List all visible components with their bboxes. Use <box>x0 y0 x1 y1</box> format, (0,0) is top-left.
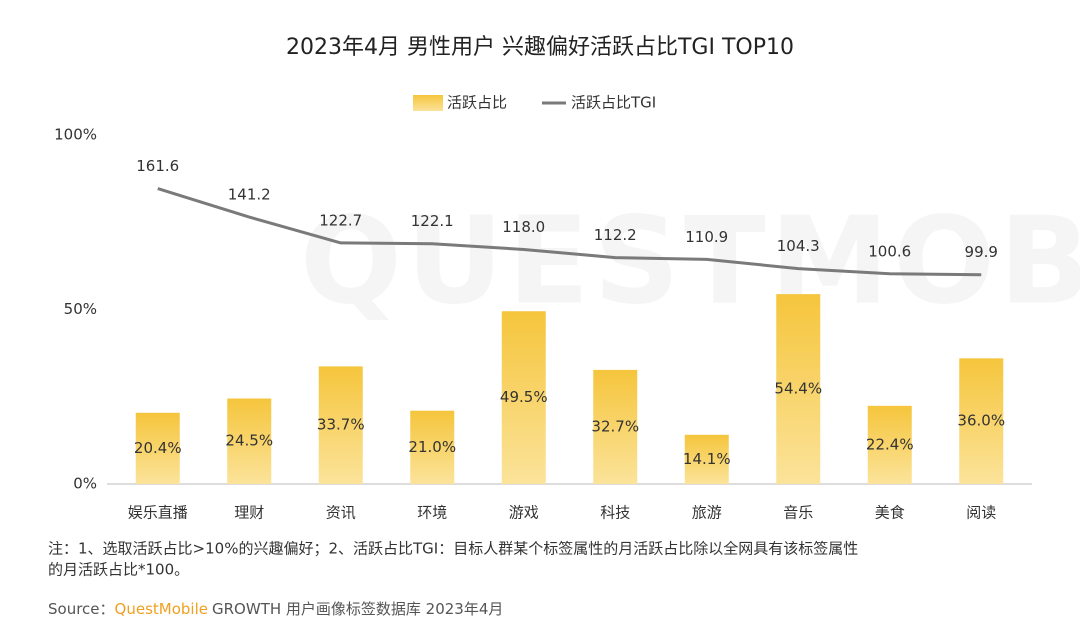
bar <box>501 311 546 484</box>
source: Source：QuestMobile GROWTH 用户画像标签数据库 2023年… <box>48 600 503 618</box>
line <box>157 187 982 277</box>
bar-value-label: 14.1% <box>683 450 731 468</box>
bar-value-label: 20.4% <box>134 439 182 457</box>
line-value-label: 161.6 <box>136 157 179 175</box>
line-value-label: 99.9 <box>965 243 998 261</box>
x-tick-label: 旅游 <box>692 504 722 522</box>
x-tick-label: 美食 <box>875 504 905 522</box>
line-value-label: 104.3 <box>777 237 820 255</box>
legend-label: 活跃占比TGI <box>571 94 656 112</box>
line-value-label: 141.2 <box>228 186 271 204</box>
line-value-label: 110.9 <box>685 228 728 246</box>
bar-value-label: 54.4% <box>774 380 822 398</box>
line-value-label: 112.2 <box>594 226 637 244</box>
line-value-label: 122.7 <box>319 211 362 229</box>
x-tick-label: 理财 <box>234 504 264 522</box>
bar <box>135 412 180 484</box>
source-text: GROWTH 用户画像标签数据库 2023年4月 <box>212 600 503 618</box>
bar-value-label: 21.0% <box>408 438 456 456</box>
line-value-label: 122.1 <box>411 212 454 230</box>
x-tick-label: 资讯 <box>326 504 356 522</box>
line-value-label: 118.0 <box>502 218 545 236</box>
bar-value-label: 33.7% <box>317 416 365 434</box>
note: 的月活跃占比*100。 <box>48 561 189 579</box>
y-tick-label: 100% <box>54 126 97 144</box>
x-tick-label: 科技 <box>600 504 630 522</box>
bar <box>867 405 912 484</box>
x-tick-label: 阅读 <box>966 504 996 522</box>
x-tick-label: 环境 <box>417 504 447 522</box>
chart-title: 2023年4月 男性用户 兴趣偏好活跃占比TGI TOP10 <box>286 35 794 60</box>
line-value-label: 100.6 <box>868 242 911 260</box>
legend-label: 活跃占比 <box>447 94 507 112</box>
source-prefix: Source： <box>48 600 115 618</box>
x-tick-label: 游戏 <box>509 504 539 522</box>
bar-value-label: 32.7% <box>591 417 639 435</box>
note: 注：1、选取活跃占比>10%的兴趣偏好；2、活跃占比TGI：目标人群某个标签属性… <box>48 540 858 558</box>
bar-value-label: 49.5% <box>500 388 548 406</box>
bar <box>227 398 272 484</box>
bar <box>684 434 729 484</box>
x-tick-label: 音乐 <box>783 504 813 522</box>
source-brand: QuestMobile <box>115 600 208 618</box>
bar <box>593 369 638 484</box>
bar-value-label: 24.5% <box>225 432 273 450</box>
bar <box>318 366 363 484</box>
y-tick-label: 50% <box>64 300 97 318</box>
bar <box>410 410 455 484</box>
bar-value-label: 36.0% <box>957 412 1005 430</box>
bar-value-label: 22.4% <box>866 435 914 453</box>
legend-swatch-bar <box>413 95 443 111</box>
x-tick-label: 娱乐直播 <box>128 504 188 522</box>
bar <box>959 358 1004 484</box>
bar <box>776 294 821 484</box>
y-tick-label: 0% <box>73 475 97 493</box>
